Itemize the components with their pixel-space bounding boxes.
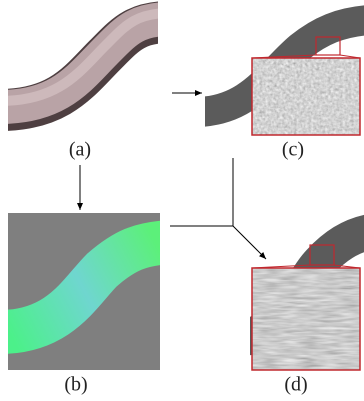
zoom-inset-border: [251, 267, 361, 371]
label-b: (b): [64, 374, 87, 396]
band-render: [205, 5, 364, 127]
tube-render: [8, 1, 158, 131]
zoom-inset: [252, 58, 360, 135]
zoom-inset-border: [251, 57, 361, 136]
zoom-inset: [252, 268, 360, 370]
zoom-box: [315, 36, 341, 56]
arrow: [232, 225, 267, 260]
label-a: (a): [69, 139, 91, 161]
label-d: (d): [284, 374, 307, 396]
param-band: [8, 220, 160, 354]
zoom-box: [309, 244, 335, 266]
label-c: (c): [282, 139, 304, 161]
